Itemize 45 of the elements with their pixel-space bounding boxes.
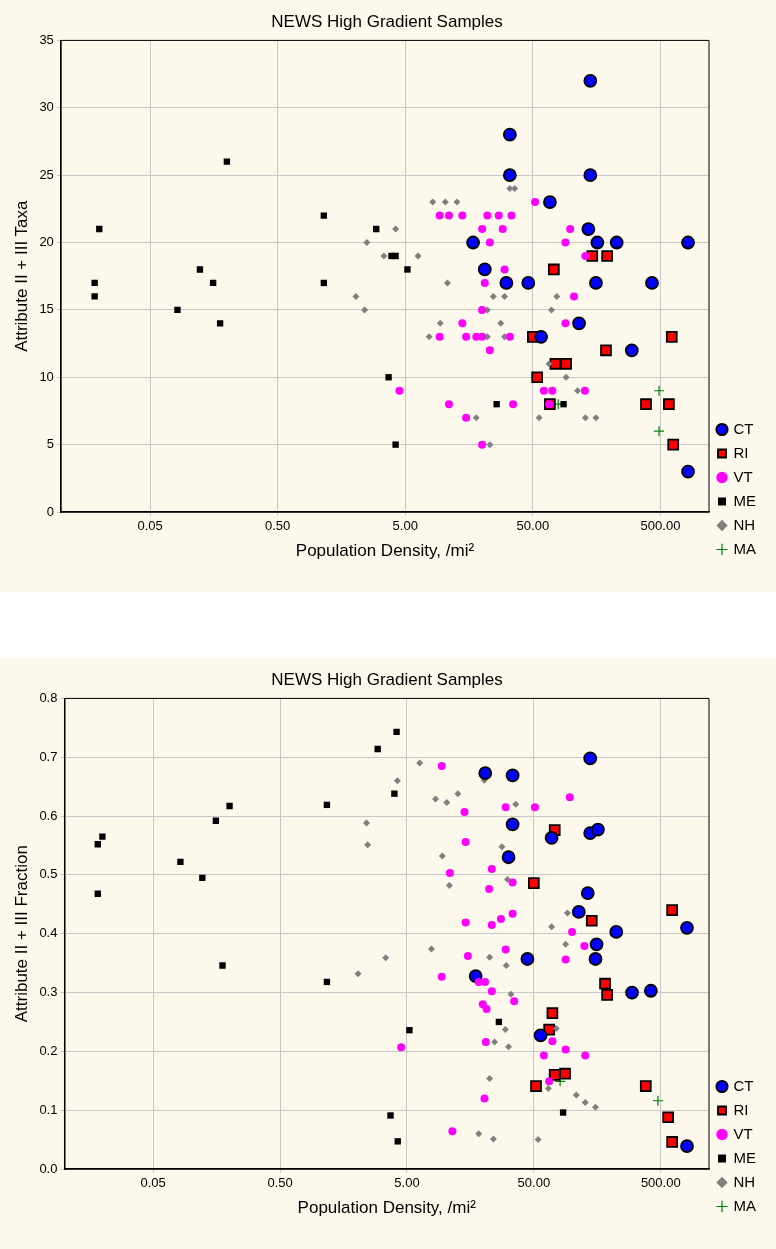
y-tick-label: 0.5: [39, 866, 58, 882]
y-tick-label: 35: [39, 31, 54, 47]
x-tick-label: 0.05: [140, 1175, 166, 1191]
x-tick-label: 5.00: [392, 518, 418, 534]
legend-label: MA: [733, 1196, 756, 1214]
x-axis-title: Population Density, /mi²: [295, 541, 475, 561]
y-tick-label: 15: [39, 301, 54, 317]
legend-label: CT: [733, 1076, 754, 1094]
legend-label: VT: [733, 1124, 753, 1142]
y-tick-label: 5: [46, 436, 54, 452]
y-tick-label: 0.3: [39, 984, 58, 1000]
legend-label: NH: [733, 1172, 756, 1190]
y-tick-label: 0.0: [39, 1160, 58, 1176]
x-tick-label: 50.00: [517, 1175, 551, 1191]
x-tick-label: 0.05: [137, 518, 163, 534]
legend-label: MA: [733, 539, 756, 557]
y-tick-label: 0.2: [39, 1042, 58, 1058]
y-tick-label: 25: [39, 166, 54, 182]
x-axis-title: Population Density, /mi²: [297, 1198, 477, 1218]
y-tick-label: 30: [39, 99, 54, 115]
y-tick-label: 0.4: [39, 925, 58, 941]
chart-title: NEWS High Gradient Samples: [271, 669, 503, 689]
legend-label: VT: [733, 467, 753, 485]
y-tick-label: 0: [46, 503, 54, 519]
legend-label: ME: [733, 1148, 756, 1166]
y-axis-title: Attribute II + III Fraction: [11, 845, 31, 1023]
legend-label: CT: [733, 419, 754, 437]
legend-label: NH: [733, 515, 756, 533]
y-tick-label: 0.1: [39, 1101, 58, 1117]
chart-title: NEWS High Gradient Samples: [271, 11, 503, 31]
y-axis-title: Attribute II + III Taxa: [11, 199, 31, 352]
legend-label: RI: [733, 443, 749, 461]
x-tick-label: 0.50: [267, 1175, 293, 1191]
x-tick-label: 50.00: [516, 518, 550, 534]
x-tick-label: 0.50: [265, 518, 291, 534]
y-tick-label: 0.7: [39, 748, 58, 764]
y-tick-label: 0.8: [39, 689, 58, 705]
x-tick-label: 5.00: [394, 1175, 420, 1191]
y-tick-label: 10: [39, 368, 54, 384]
y-tick-label: 20: [39, 234, 54, 250]
legend-label: ME: [733, 491, 756, 509]
x-tick-label: 500.00: [640, 518, 681, 534]
legend-label: RI: [733, 1100, 749, 1118]
x-tick-label: 500.00: [640, 1175, 681, 1191]
y-tick-label: 0.6: [39, 807, 58, 823]
